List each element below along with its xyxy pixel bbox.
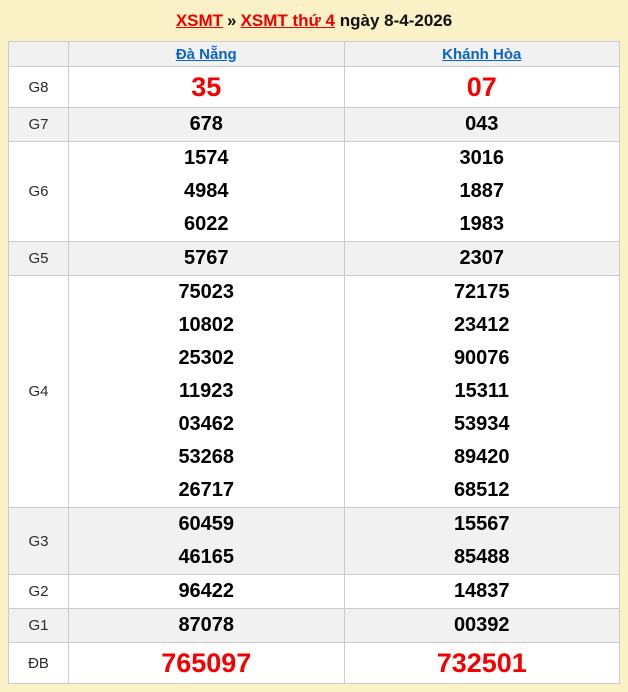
prize-number: 46165 — [178, 546, 235, 568]
prize-cell-G3-col2: 15567 85488 — [343, 507, 620, 575]
prize-number: 53934 — [453, 413, 510, 435]
prize-number: 678 — [189, 113, 223, 135]
lottery-results-table: Đà Nẵng Khánh Hòa G8 35 07 G7 678 043 G6 1574 49… — [8, 41, 620, 684]
prize-row-G2: G2 96422 14837 — [8, 574, 620, 609]
prize-number: 75023 — [178, 281, 235, 303]
prize-cell-G3-col1: 60459 46165 — [68, 507, 345, 575]
prize-cell-G1-col1: 87078 — [68, 608, 345, 643]
prize-row-ĐB: ĐB 765097 732501 — [8, 642, 620, 684]
prize-label-G8: G8 — [8, 66, 69, 108]
prize-number: 2307 — [459, 247, 505, 269]
prize-number: 15567 — [453, 513, 510, 535]
prize-cell-G6-col2: 3016 1887 1983 — [343, 141, 620, 242]
prize-number: 72175 — [453, 281, 510, 303]
prize-cell-G4-col2: 72175 23412 90076 15311 53934 89420 68512 — [343, 275, 620, 508]
prize-cell-G2-col1: 96422 — [68, 574, 345, 609]
header-province-2: Khánh Hòa — [343, 41, 620, 67]
prize-label-G1: G1 — [8, 608, 69, 643]
prize-number: 85488 — [453, 546, 510, 568]
header-province-1: Đà Nẵng — [68, 41, 345, 67]
prize-number: 732501 — [436, 648, 527, 678]
prize-label-G3: G3 — [8, 507, 69, 575]
prize-row-G1: G1 87078 00392 — [8, 608, 620, 643]
prize-label-G5: G5 — [8, 241, 69, 276]
prize-number: 11923 — [178, 380, 234, 402]
prize-number: 60459 — [178, 513, 235, 535]
prize-cell-ĐB-col2: 732501 — [343, 642, 620, 684]
prize-cell-G2-col2: 14837 — [343, 574, 620, 609]
prize-row-G8: G8 35 07 — [8, 66, 620, 108]
breadcrumb-date: ngày 8-4-2026 — [339, 11, 453, 30]
prize-number: 5767 — [184, 247, 229, 269]
header-empty-cell — [8, 41, 69, 67]
prize-number: 6022 — [184, 213, 229, 235]
prize-label-ĐB: ĐB — [8, 642, 69, 684]
prize-label-G7: G7 — [8, 107, 69, 142]
prize-number: 14837 — [453, 580, 510, 602]
prize-cell-G5-col1: 5767 — [68, 241, 345, 276]
prize-number: 25302 — [178, 347, 235, 369]
breadcrumb: XSMT» XSMT thứ 4 ngày 8-4-2026 — [0, 0, 628, 41]
prize-row-G4: G4 75023 10802 25302 11923 03462 53268 26717 721… — [8, 275, 620, 508]
prize-row-G6: G6 1574 4984 6022 3016 1887 1983 — [8, 141, 620, 242]
prize-number: 3016 — [459, 147, 505, 169]
prize-number: 87078 — [178, 614, 235, 636]
table-header-row: Đà Nẵng Khánh Hòa — [8, 41, 620, 67]
prize-number: 35 — [191, 72, 222, 102]
prize-cell-G7-col1: 678 — [68, 107, 345, 142]
prize-number: 10802 — [178, 314, 235, 336]
prize-cell-G7-col2: 043 — [343, 107, 620, 142]
prize-number: 07 — [466, 72, 497, 102]
prize-number: 4984 — [184, 180, 229, 202]
prize-cell-G1-col2: 00392 — [343, 608, 620, 643]
prize-cell-ĐB-col1: 765097 — [68, 642, 345, 684]
prize-label-G4: G4 — [8, 275, 69, 508]
prize-number: 23412 — [453, 314, 510, 336]
prize-row-G5: G5 5767 2307 — [8, 241, 620, 276]
prize-number: 03462 — [178, 413, 235, 435]
prize-number: 1983 — [459, 213, 505, 235]
prize-cell-G6-col1: 1574 4984 6022 — [68, 141, 345, 242]
prize-number: 043 — [465, 113, 499, 135]
breadcrumb-separator: » — [227, 11, 237, 30]
prize-row-G7: G7 678 043 — [8, 107, 620, 142]
prize-number: 1574 — [184, 147, 229, 169]
prize-number: 96422 — [178, 580, 235, 602]
prize-number: 53268 — [178, 446, 235, 468]
prize-number: 1887 — [459, 180, 505, 202]
breadcrumb-link-xsmt-day[interactable]: XSMT thứ 4 — [240, 11, 335, 30]
prize-number: 00392 — [453, 614, 510, 636]
prize-number: 15311 — [454, 380, 509, 402]
prize-label-G2: G2 — [8, 574, 69, 609]
prize-number: 89420 — [453, 446, 510, 468]
prize-number: 765097 — [161, 648, 252, 678]
prize-label-G6: G6 — [8, 141, 69, 242]
prize-number: 26717 — [178, 479, 235, 501]
prize-cell-G5-col2: 2307 — [343, 241, 620, 276]
prize-row-G3: G3 60459 46165 15567 85488 — [8, 507, 620, 575]
province-link-khanh-hoa[interactable]: Khánh Hòa — [442, 45, 522, 63]
breadcrumb-link-xsmt[interactable]: XSMT — [175, 11, 224, 30]
prize-number: 68512 — [453, 479, 510, 501]
prize-cell-G8-col1: 35 — [68, 66, 345, 108]
prize-cell-G4-col1: 75023 10802 25302 11923 03462 53268 26717 — [68, 275, 345, 508]
prize-number: 90076 — [453, 347, 510, 369]
province-link-da-nang[interactable]: Đà Nẵng — [175, 45, 237, 63]
prize-cell-G8-col2: 07 — [343, 66, 620, 108]
